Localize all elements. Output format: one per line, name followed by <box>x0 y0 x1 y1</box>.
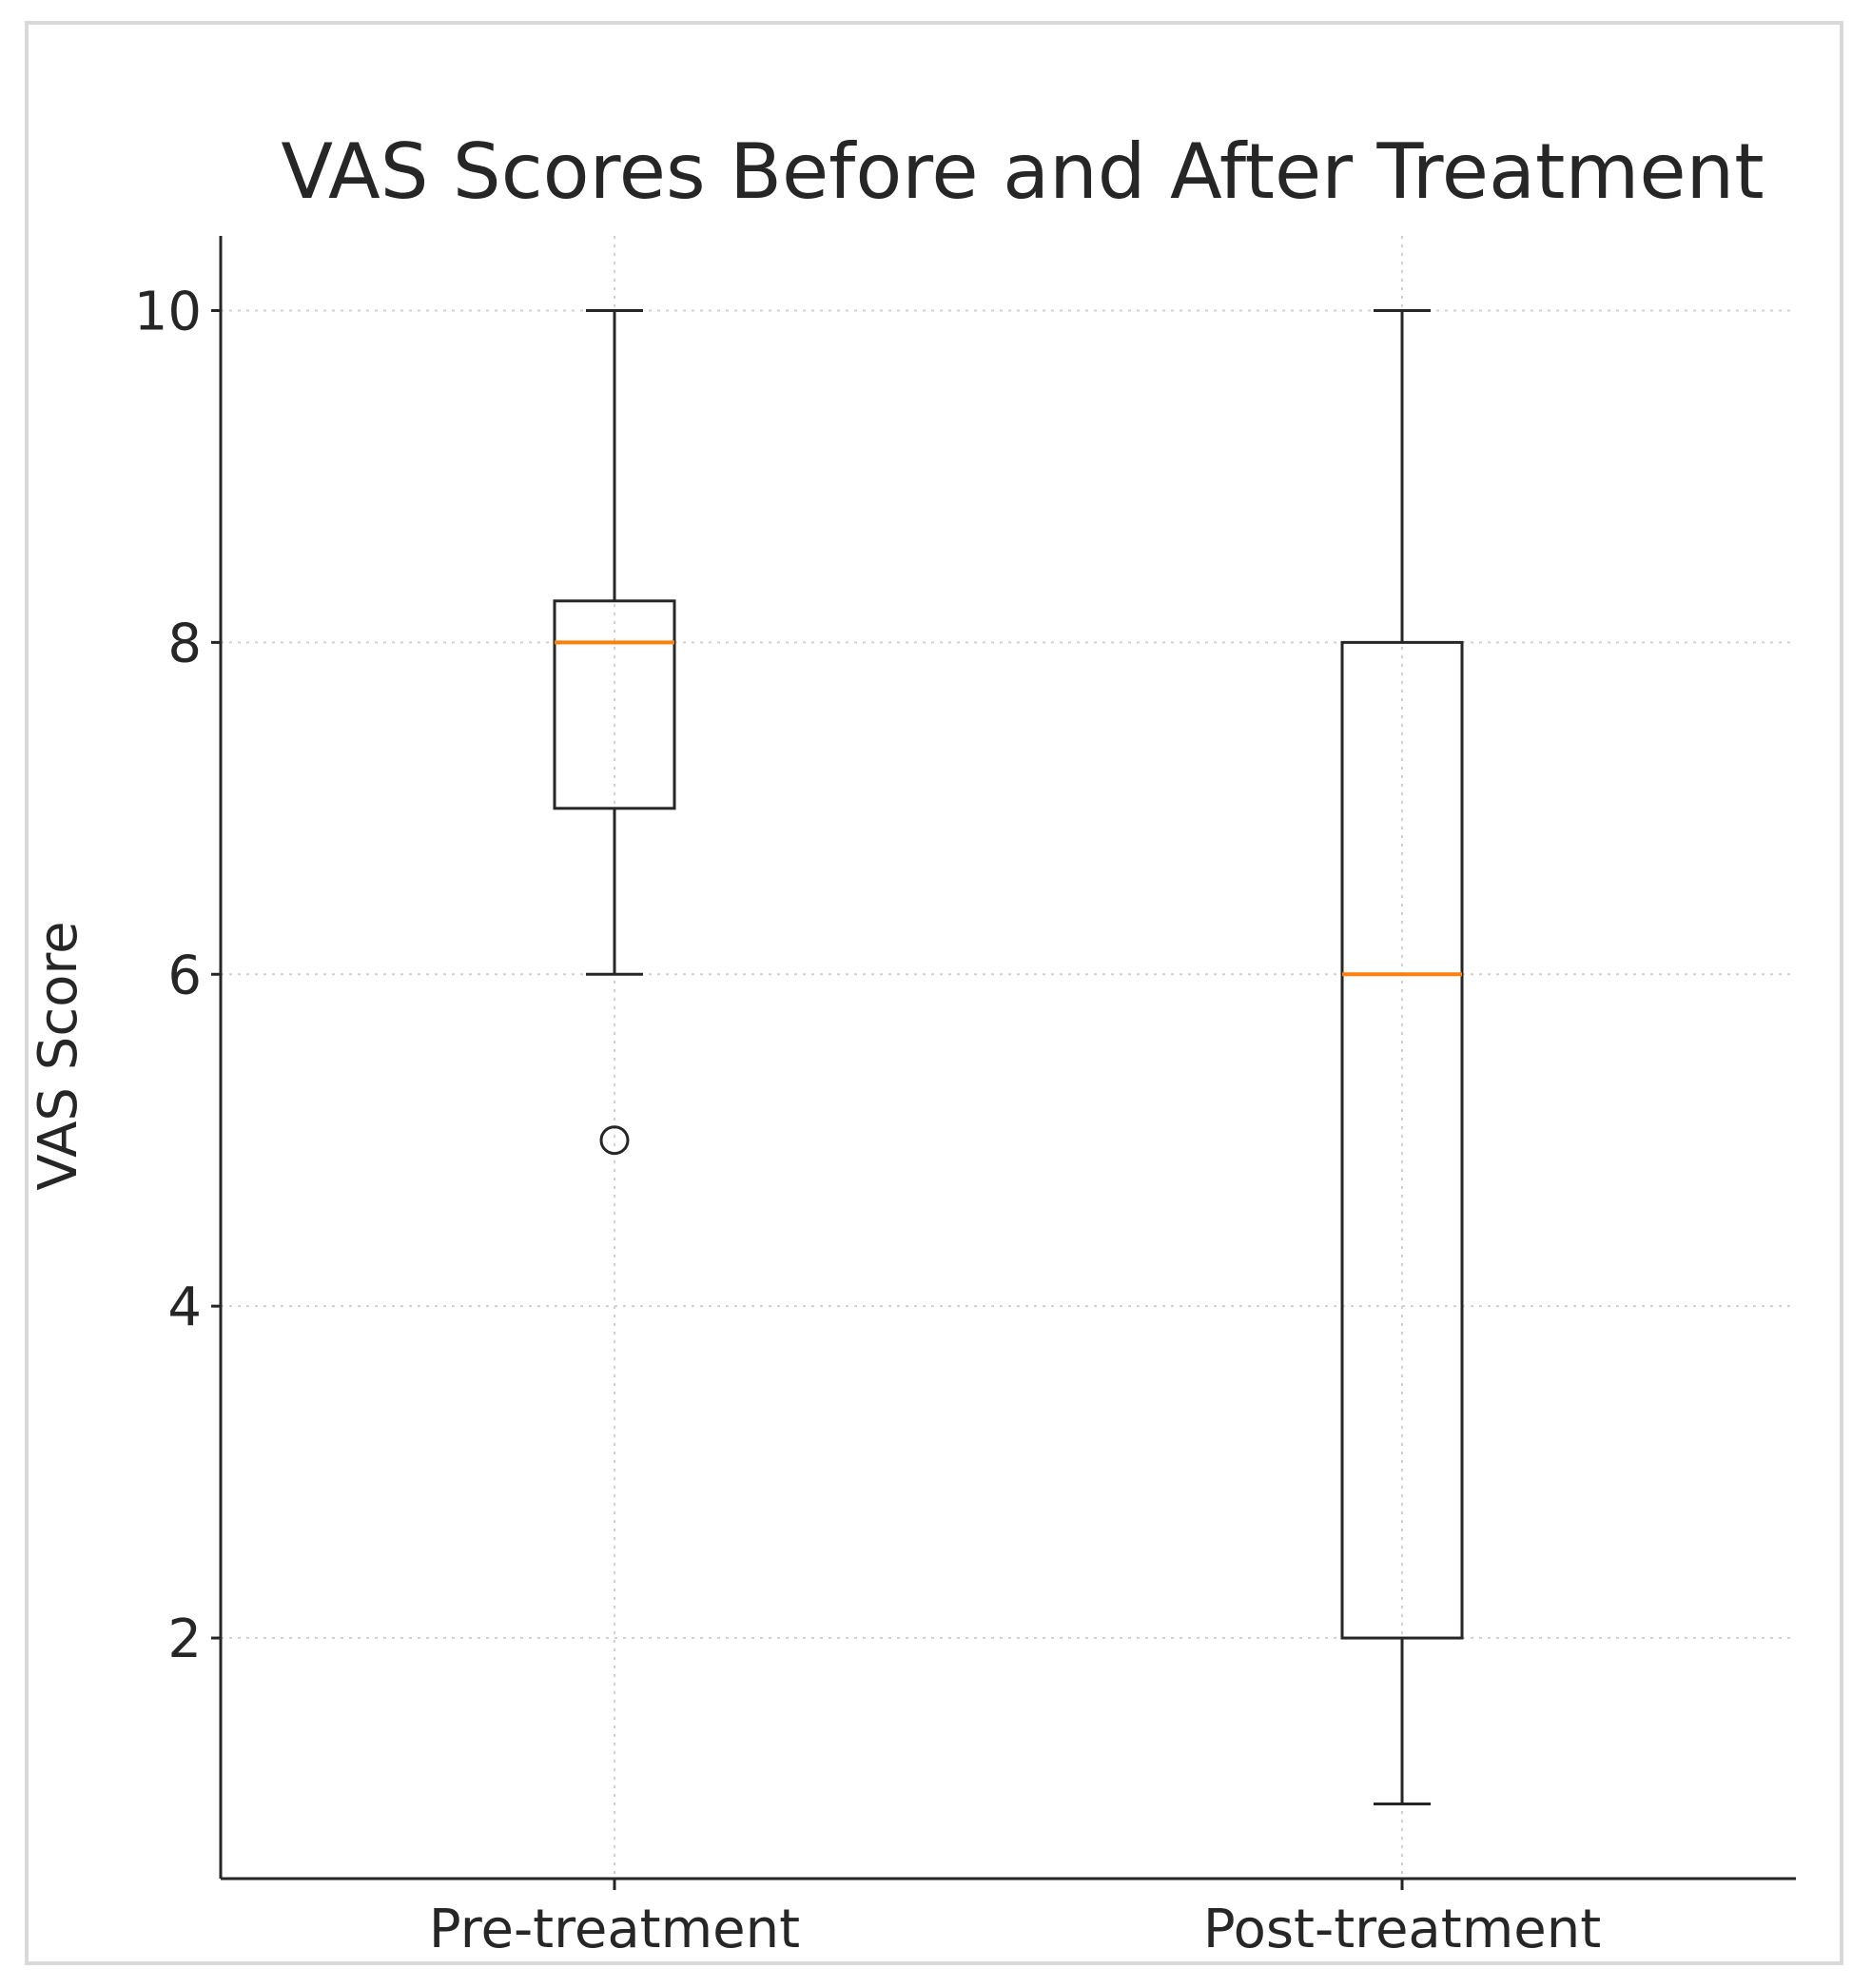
chart-frame <box>25 21 1843 1965</box>
y-tick-label: 6 <box>167 945 202 1006</box>
y-tick-label: 10 <box>134 282 202 343</box>
y-tick-label: 2 <box>167 1608 202 1670</box>
tick-labels: 2 4 6 8 10 Pre-treatment Post-treatment <box>134 282 1601 1961</box>
y-tick-label: 8 <box>167 613 202 674</box>
chart-title: VAS Scores Before and After Treatment <box>281 127 1764 216</box>
x-tick-label: Pre-treatment <box>429 1899 800 1960</box>
iqr-box <box>553 599 676 810</box>
y-axis-label: VAS Score <box>28 921 89 1190</box>
outlier-point <box>599 1125 630 1156</box>
y-tick-label: 4 <box>167 1277 202 1338</box>
iqr-box <box>1340 640 1464 1640</box>
axes <box>211 236 1796 1890</box>
grid-lines <box>221 236 1796 1879</box>
x-tick-label: Post-treatment <box>1203 1899 1601 1960</box>
boxes <box>553 309 1464 1805</box>
box-group <box>553 309 676 1156</box>
box-group <box>1340 309 1464 1805</box>
